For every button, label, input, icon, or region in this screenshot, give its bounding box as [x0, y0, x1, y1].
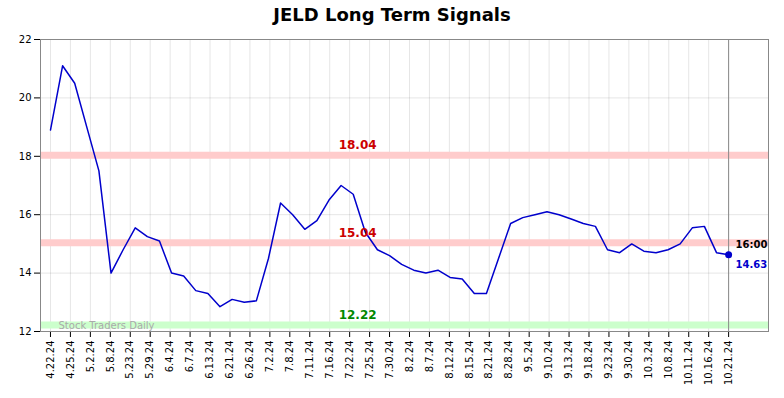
- svg-text:8.15.24: 8.15.24: [464, 341, 475, 379]
- svg-text:14: 14: [19, 267, 32, 278]
- svg-text:6.21.24: 6.21.24: [224, 341, 235, 379]
- svg-text:18: 18: [19, 151, 32, 162]
- svg-text:6.13.24: 6.13.24: [204, 341, 215, 379]
- svg-text:7.22.24: 7.22.24: [344, 341, 355, 379]
- svg-text:8.12.24: 8.12.24: [444, 341, 455, 379]
- svg-text:6.4.24: 6.4.24: [164, 341, 175, 373]
- svg-text:5.2.24: 5.2.24: [85, 341, 96, 373]
- svg-text:6.7.24: 6.7.24: [184, 341, 195, 373]
- svg-text:10.16.24: 10.16.24: [703, 341, 714, 386]
- svg-text:16: 16: [19, 209, 32, 220]
- svg-text:5.23.24: 5.23.24: [124, 341, 135, 379]
- svg-text:7.2.24: 7.2.24: [264, 341, 275, 373]
- svg-text:15.04: 15.04: [339, 226, 377, 240]
- svg-text:20: 20: [19, 92, 32, 103]
- svg-text:8.7.24: 8.7.24: [424, 341, 435, 373]
- svg-text:7.30.24: 7.30.24: [384, 341, 395, 379]
- svg-text:5.29.24: 5.29.24: [144, 341, 155, 379]
- svg-text:22: 22: [19, 34, 32, 45]
- svg-text:12.22: 12.22: [339, 308, 377, 322]
- svg-text:9.10.24: 9.10.24: [543, 341, 554, 379]
- svg-text:10.8.24: 10.8.24: [663, 341, 674, 379]
- svg-text:9.30.24: 9.30.24: [623, 341, 634, 379]
- svg-text:7.16.24: 7.16.24: [324, 341, 335, 379]
- svg-text:Stock Traders Daily: Stock Traders Daily: [59, 320, 155, 331]
- svg-text:7.25.24: 7.25.24: [364, 341, 375, 379]
- svg-text:16:00: 16:00: [736, 239, 768, 250]
- svg-text:10.3.24: 10.3.24: [643, 341, 654, 379]
- svg-text:9.13.24: 9.13.24: [563, 341, 574, 379]
- svg-text:9.23.24: 9.23.24: [603, 341, 614, 379]
- svg-text:9.5.24: 9.5.24: [523, 341, 534, 373]
- svg-text:10.11.24: 10.11.24: [683, 341, 694, 386]
- svg-text:8.2.24: 8.2.24: [404, 341, 415, 373]
- svg-text:5.8.24: 5.8.24: [105, 341, 116, 373]
- svg-text:9.18.24: 9.18.24: [583, 341, 594, 379]
- svg-text:8.28.24: 8.28.24: [503, 341, 514, 379]
- svg-text:6.26.24: 6.26.24: [244, 341, 255, 379]
- svg-text:10.21.24: 10.21.24: [723, 341, 734, 386]
- svg-text:12: 12: [19, 326, 32, 337]
- svg-text:18.04: 18.04: [339, 138, 377, 152]
- svg-text:14.63: 14.63: [736, 259, 768, 270]
- html-text:JELD Long Term Signals: JELD Long Term Signals: [273, 4, 511, 25]
- svg-text:4.22.24: 4.22.24: [45, 341, 56, 379]
- svg-text:8.21.24: 8.21.24: [483, 341, 494, 379]
- svg-text:4.25.24: 4.25.24: [65, 341, 76, 379]
- svg-text:7.8.24: 7.8.24: [284, 341, 295, 373]
- svg-text:7.11.24: 7.11.24: [304, 341, 315, 379]
